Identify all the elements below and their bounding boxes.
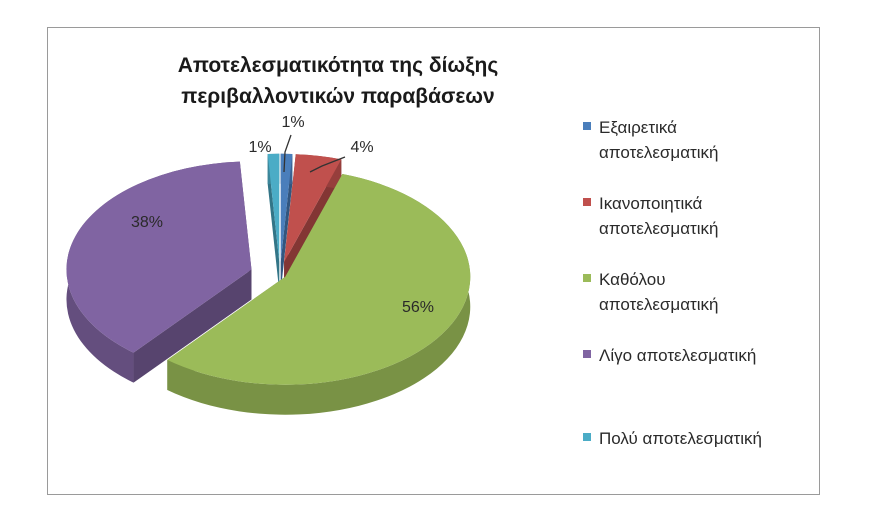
legend-label: Πολύ αποτελεσματική xyxy=(599,429,762,448)
slice-side-little-0 xyxy=(133,269,252,383)
pie-labels: 1% 4% 56% 38% 1% xyxy=(131,114,434,316)
slice-excellent xyxy=(280,153,293,262)
leader-line-satisfactory xyxy=(309,156,346,173)
pie-tops xyxy=(66,153,471,385)
legend-label: Καθόλου xyxy=(599,270,666,289)
legend-swatch xyxy=(583,122,591,130)
legend-label: Εξαιρετικά xyxy=(599,118,677,137)
data-label-little: 38% xyxy=(131,214,163,231)
legend-swatch xyxy=(583,350,591,358)
slice-not-at-all xyxy=(167,174,471,385)
legend-label-line2: αποτελεσματική xyxy=(599,143,719,162)
leader-line-very xyxy=(283,134,292,173)
legend-label-line2: αποτελεσματική xyxy=(599,219,719,238)
legend-swatch xyxy=(583,274,591,282)
pie-leaders xyxy=(283,134,346,173)
slice-side-very-0 xyxy=(267,154,280,292)
data-label-excellent: 1% xyxy=(248,139,271,156)
legend-label-line2: αποτελεσματική xyxy=(599,295,719,314)
slice-side-excellent-1 xyxy=(280,154,293,292)
data-label-not-at-all: 56% xyxy=(402,299,434,316)
chart-title: Αποτελεσματικότητα της δίωξης περιβαλλον… xyxy=(177,54,499,108)
slice-rim-not-at-all xyxy=(167,174,471,415)
data-label-very: 1% xyxy=(281,114,304,131)
legend-swatch xyxy=(583,198,591,206)
slice-very xyxy=(267,153,280,262)
slice-satisfactory xyxy=(284,154,342,263)
legend-label: Ικανοποιητικά xyxy=(599,194,703,213)
slice-little xyxy=(66,161,252,353)
legend-label: Λίγο αποτελεσματική xyxy=(599,346,757,365)
data-label-satisfactory: 4% xyxy=(350,139,373,156)
legend-swatch xyxy=(583,433,591,441)
